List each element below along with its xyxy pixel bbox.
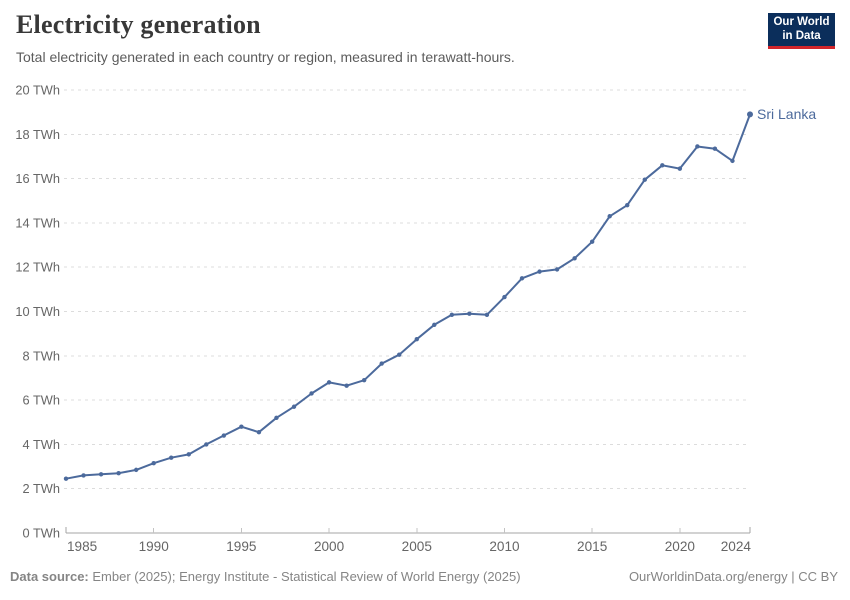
data-source-label: Data source:	[10, 569, 89, 584]
data-point	[397, 352, 402, 357]
page-title: Electricity generation	[16, 10, 261, 39]
data-point	[642, 177, 647, 182]
data-point	[712, 146, 718, 151]
y-tick-label: 12 TWh	[15, 260, 60, 275]
data-point	[660, 163, 665, 168]
data-point	[449, 312, 455, 318]
data-point	[239, 424, 244, 429]
data-point	[361, 377, 367, 383]
y-tick-label: 20 TWh	[15, 83, 60, 98]
data-point	[484, 312, 490, 318]
y-tick-label: 2 TWh	[23, 481, 60, 496]
data-point	[414, 336, 419, 342]
data-point	[502, 294, 507, 300]
data-point	[256, 430, 262, 435]
data-point	[186, 452, 191, 457]
series-label: Sri Lanka	[757, 106, 816, 122]
y-tick-label: 4 TWh	[23, 437, 60, 452]
data-point	[344, 383, 349, 388]
data-point	[63, 476, 69, 481]
data-point	[326, 380, 332, 385]
data-source-text: Ember (2025); Energy Institute - Statist…	[88, 569, 521, 584]
owid-logo-line1: Our World	[773, 15, 830, 28]
data-point	[695, 144, 700, 149]
data-point	[625, 202, 630, 208]
trend-line	[65, 113, 751, 480]
data-point	[589, 239, 595, 244]
owid-logo: Our World in Data	[768, 13, 835, 49]
data-point	[537, 269, 542, 274]
data-point	[607, 214, 612, 219]
x-tick-label: 1985	[67, 539, 97, 554]
data-point	[519, 276, 525, 281]
y-tick-label: 16 TWh	[15, 171, 60, 186]
data-source-note: Data source: Ember (2025); Energy Instit…	[10, 569, 521, 584]
y-tick-label: 18 TWh	[15, 127, 60, 142]
x-tick-label: 1990	[139, 539, 170, 554]
data-point	[274, 415, 279, 421]
data-point	[151, 461, 156, 466]
data-point	[81, 473, 86, 478]
data-point	[169, 455, 174, 460]
owid-logo-line2: in Data	[782, 29, 821, 42]
data-point	[98, 472, 104, 477]
data-point	[554, 267, 560, 272]
data-point	[291, 404, 297, 409]
data-point	[730, 158, 735, 164]
y-tick-label: 8 TWh	[23, 348, 60, 363]
chart-subtitle: Total electricity generated in each coun…	[16, 49, 515, 65]
x-tick-label: 2020	[665, 539, 696, 554]
x-tick-label: 2000	[314, 539, 345, 554]
y-tick-label: 6 TWh	[23, 393, 60, 408]
data-point	[677, 166, 683, 171]
data-point	[572, 256, 577, 261]
x-tick-label: 2015	[577, 539, 607, 554]
data-point	[432, 322, 437, 327]
data-point	[133, 467, 139, 473]
y-tick-label: 0 TWh	[23, 526, 60, 541]
x-tick-label: 2010	[489, 539, 520, 554]
data-point	[221, 433, 227, 438]
x-tick-label: 1995	[226, 539, 256, 554]
data-point	[204, 442, 209, 447]
license-note: OurWorldinData.org/energy | CC BY	[628, 569, 838, 584]
x-tick-label: 2024	[721, 539, 752, 554]
y-tick-label: 14 TWh	[15, 215, 60, 230]
data-point	[116, 470, 121, 476]
data-point	[309, 391, 314, 396]
data-point	[747, 111, 753, 118]
x-tick-label: 2005	[402, 539, 432, 554]
data-point	[379, 361, 384, 366]
data-point	[467, 311, 472, 316]
y-tick-label: 10 TWh	[15, 304, 60, 319]
